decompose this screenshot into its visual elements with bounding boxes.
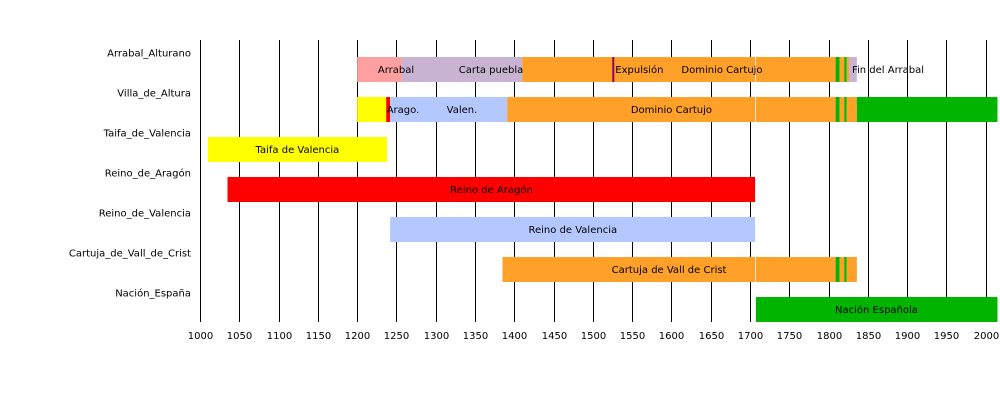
- bar-segment: [401, 57, 523, 82]
- x-tick-label: 1800: [817, 331, 842, 342]
- x-tick-label: 1950: [934, 331, 959, 342]
- segment-label: Reino de Valencia: [529, 225, 618, 236]
- bar-segment: [357, 97, 387, 122]
- bar-segment: [207, 137, 387, 162]
- bar-segment: [846, 97, 857, 122]
- x-tick-label: 1400: [502, 331, 527, 342]
- bar-segment: [856, 97, 998, 122]
- x-tick-label: 1700: [738, 331, 763, 342]
- row-labels: Arrabal_Alturano Villa_de_Altura Taifa_de_…: [69, 49, 191, 300]
- bar-segment: [844, 257, 847, 282]
- bar-segment: [502, 257, 836, 282]
- x-tick-label: 1850: [856, 331, 881, 342]
- bar-segment: [390, 217, 756, 242]
- x-tick-label: 1050: [227, 331, 252, 342]
- segment-label: Arago.: [387, 105, 420, 116]
- x-tick-label: 1900: [895, 331, 920, 342]
- x-tick-label: 1750: [777, 331, 802, 342]
- bar-segment: [835, 257, 840, 282]
- bar-segment: [839, 97, 845, 122]
- x-tick-label: 1100: [267, 331, 292, 342]
- bar-segment: [846, 257, 857, 282]
- segment-label: Dominio Cartujo: [681, 65, 762, 76]
- x-tick-label: 1000: [188, 331, 213, 342]
- x-tick-label: 1150: [306, 331, 331, 342]
- bar-segment: [755, 297, 998, 322]
- bar-segment: [227, 177, 756, 202]
- bar-segment: [846, 57, 849, 82]
- bar-segment: [357, 57, 402, 82]
- row-label: Villa_de_Altura: [117, 89, 191, 100]
- x-tick-label: 1300: [424, 331, 449, 342]
- x-tick-label: 2000: [974, 331, 999, 342]
- bar-segment: [839, 257, 845, 282]
- x-tick-label: 1500: [581, 331, 606, 342]
- bar-segment: [390, 97, 508, 122]
- bar-segments: Arrabal Carta puebla Dominio Cartujo Fin de…: [207, 57, 998, 322]
- bar-segment: [522, 57, 836, 82]
- row-label: Reino_de_Aragón: [105, 168, 191, 180]
- row-label: Reino_de_Valencia: [99, 209, 191, 220]
- segment-label: Cartuja de Vall de Crist: [612, 265, 727, 276]
- bar-segment: [835, 57, 840, 82]
- row-label: Nación_España: [115, 288, 191, 300]
- segment-label: Dominio Cartujo: [631, 105, 712, 116]
- bar-segment: [839, 57, 845, 82]
- x-tick-label: 1600: [659, 331, 684, 342]
- bar-segment: [835, 97, 840, 122]
- segment-label: Valen.: [447, 105, 478, 116]
- bar-segment: [507, 97, 836, 122]
- x-tick-label: 1550: [620, 331, 645, 342]
- bar-segment: [386, 97, 391, 122]
- x-tick-label: 1450: [542, 331, 567, 342]
- segment-label: Carta puebla: [459, 65, 524, 76]
- segment-label: Reino de Aragón: [450, 184, 533, 196]
- row-label: Arrabal_Alturano: [107, 49, 191, 60]
- bar-segment: [844, 57, 847, 82]
- x-tick-label: 1200: [345, 331, 370, 342]
- segment-label: Fin del Arrabal: [852, 65, 924, 76]
- x-tick-label: 1250: [384, 331, 409, 342]
- row-label: Cartuja_de_Vall_de_Crist: [69, 249, 191, 260]
- marker-label: Expulsión: [615, 64, 663, 76]
- segment-label: Nación Española: [835, 304, 918, 316]
- segment-label: Arrabal: [378, 65, 414, 76]
- bar-segment: [844, 97, 847, 122]
- segment-label: Taifa de Valencia: [255, 145, 340, 156]
- x-tick-label: 1650: [699, 331, 724, 342]
- x-axis: 1000 1050 1100 1150 1200 1250 1300 1350 1400 1450…: [188, 331, 999, 342]
- x-tick-label: 1350: [463, 331, 488, 342]
- bar-segment: [848, 57, 857, 82]
- row-label: Taifa_de_Valencia: [103, 129, 191, 140]
